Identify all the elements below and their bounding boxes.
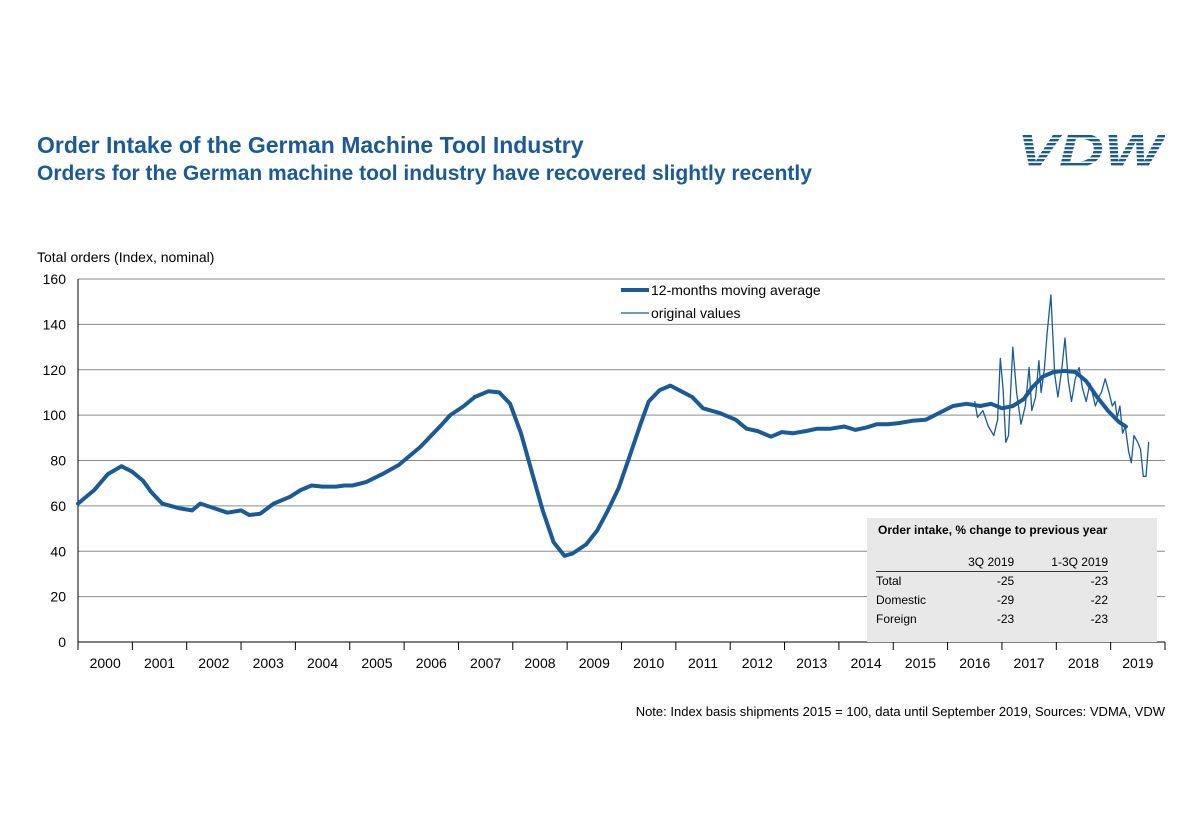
x-tick-label: 2005 <box>361 655 392 671</box>
y-tick-label: 40 <box>50 543 66 559</box>
change-table-title: Order intake, % change to previous year <box>878 523 1108 537</box>
original-values-line <box>974 294 1150 478</box>
x-tick-label: 2010 <box>633 655 664 671</box>
x-tick-labels: 2000 2001 2002 2003 2004 2005 2006 2007 2008 2009… <box>90 655 1154 671</box>
chart-title: Order Intake of the German Machine Tool … <box>37 132 584 158</box>
change-table: 3Q 2019 1-3Q 2019 Total -25 -23 Domestic… <box>876 554 1108 629</box>
y-tick-label: 0 <box>58 634 66 650</box>
series-layer <box>76 294 1150 558</box>
row-ytd: -22 <box>1090 593 1108 607</box>
x-tick-label: 2011 <box>688 655 718 671</box>
row-ytd: -23 <box>1090 574 1108 588</box>
x-tick-label: 2006 <box>416 655 447 671</box>
row-label: Foreign <box>876 612 917 626</box>
y-tick-labels: 0 20 40 60 80 100 120 140 160 <box>43 271 67 650</box>
change-table-panel: Order intake, % change to previous year … <box>867 518 1157 642</box>
x-tick-label: 2016 <box>959 655 990 671</box>
y-tick-label: 140 <box>43 316 67 332</box>
change-table-header: 3Q 2019 1-3Q 2019 <box>876 554 1108 572</box>
legend-label: original values <box>651 305 741 321</box>
moving-average-line <box>76 368 1128 558</box>
row-3q: -29 <box>996 593 1015 607</box>
row-label: Total <box>876 574 902 588</box>
row-ytd: -23 <box>1090 612 1108 626</box>
y-axis-label: Total orders (Index, nominal) <box>37 249 215 265</box>
x-tick-label: 2001 <box>144 655 175 671</box>
table-row: Foreign -23 -23 <box>876 610 1108 629</box>
col-3q: 3Q 2019 <box>938 554 1015 572</box>
y-tick-label: 80 <box>50 453 66 469</box>
y-tick-label: 120 <box>43 362 67 378</box>
x-tick-label: 2003 <box>253 655 284 671</box>
y-tick-label: 160 <box>43 271 67 287</box>
logo-text: VDW <box>1017 127 1165 172</box>
x-tick-label: 2014 <box>850 655 881 671</box>
row-label: Domestic <box>876 593 927 607</box>
row-3q: -25 <box>996 574 1015 588</box>
col-empty <box>876 554 938 572</box>
y-tick-label: 100 <box>43 407 67 423</box>
x-tick-label: 2000 <box>90 655 121 671</box>
x-tick-label: 2002 <box>198 655 229 671</box>
y-tick-label: 20 <box>50 589 66 605</box>
x-tick-label: 2004 <box>307 655 338 671</box>
x-tick-label: 2013 <box>796 655 827 671</box>
x-tick-label: 2008 <box>524 655 555 671</box>
row-3q: -23 <box>996 612 1015 626</box>
x-tick-label: 2009 <box>579 655 610 671</box>
y-tick-label: 60 <box>50 498 66 514</box>
x-tick-label: 2017 <box>1014 655 1045 671</box>
table-row: Domestic -29 -22 <box>876 591 1108 610</box>
x-tick-label: 2018 <box>1068 655 1099 671</box>
chart-subtitle: Orders for the German machine tool indus… <box>37 162 812 185</box>
x-tick-label: 2019 <box>1122 655 1153 671</box>
x-tick-label: 2015 <box>905 655 936 671</box>
vdw-logo: VDW <box>1017 127 1165 172</box>
x-tick-label: 2007 <box>470 655 501 671</box>
footnote: Note: Index basis shipments 2015 = 100, … <box>635 704 1165 719</box>
col-1-3q: 1-3Q 2019 <box>1014 554 1108 572</box>
x-tick-label: 2012 <box>742 655 773 671</box>
legend-label: 12-months moving average <box>651 282 821 298</box>
legend: 12-months moving average original values <box>621 282 821 321</box>
table-row: Total -25 -23 <box>876 572 1108 592</box>
